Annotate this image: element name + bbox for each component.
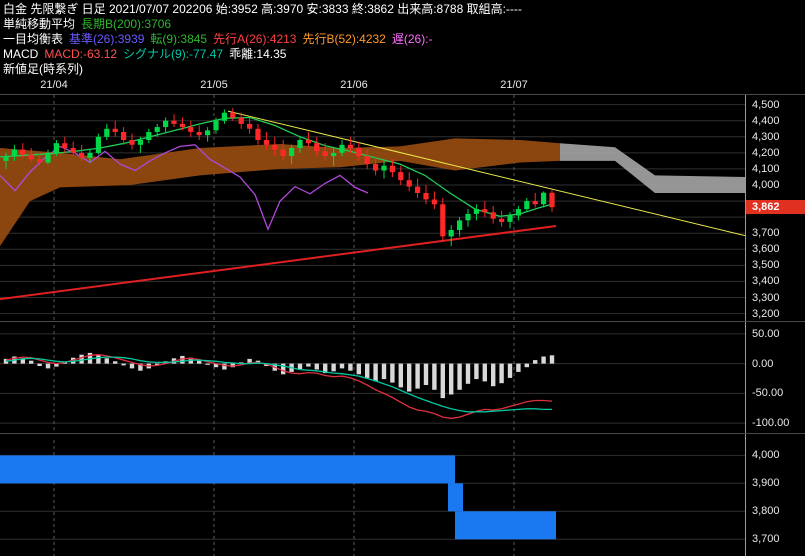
y-axis-label: 3,900: [752, 477, 780, 490]
time-axis: 21/04 21/05 21/06 21/07: [0, 78, 745, 94]
indicator-readout: 先行A(26):4213: [213, 32, 297, 46]
y-axis-label: 4,000: [752, 449, 780, 462]
sma-summary: 単純移動平均 長期B(200):3706: [0, 17, 805, 32]
indicator-readout: 一目均衡表: [3, 32, 64, 46]
y-axis-label: 0.00: [752, 357, 774, 370]
indicator-readout: MACD:-63.12: [44, 47, 118, 61]
y-axis-label: 3,700: [752, 227, 780, 240]
macd-chart[interactable]: [0, 325, 745, 432]
month-tick-label: 21/05: [200, 79, 228, 91]
y-axis-label: 3,800: [752, 505, 780, 518]
macd-panel[interactable]: [0, 325, 745, 432]
ichimoku-summary: 一目均衡表 基準(26):3939 転(9):3845 先行A(26):4213 先行B…: [0, 32, 805, 47]
y-axis-label: 3,400: [752, 275, 780, 288]
indicator-readout: 単純移動平均: [3, 17, 76, 31]
indicator-readout: 基準(26):3939: [69, 32, 145, 46]
month-tick-label: 21/06: [340, 79, 368, 91]
indicator-header: 白金 先限繋ぎ 日足 2021/07/07 202206 始:3952 高:39…: [0, 2, 805, 77]
y-axis-label: -100.00: [752, 417, 790, 430]
indicator-readout: 遅(26):-: [391, 32, 433, 46]
candlestick-chart[interactable]: [0, 95, 745, 320]
month-tick-label: 21/07: [500, 79, 528, 91]
shinne-label: 新値足(時系列): [3, 62, 83, 76]
y-axis-label: 3,700: [752, 533, 780, 546]
indicator-readout: 転(9):3845: [150, 32, 208, 46]
current-price-badge: 3,862: [746, 200, 805, 214]
y-axis-label: 3,300: [752, 291, 780, 304]
indicator-readout: 乖離:14.35: [229, 47, 287, 61]
y-axis-label: 3,500: [752, 259, 780, 272]
instrument-summary: 白金 先限繋ぎ 日足 2021/07/07 202206 始:3952 高:39…: [3, 2, 522, 16]
y-axis-label: 4,000: [752, 179, 780, 191]
indicator-readout: 先行B(52):4232: [302, 32, 386, 46]
y-axis-label: 3,600: [752, 243, 780, 256]
price-axis: 4,500 4,400 4,300 4,200 4,100 4,000 3,700 3,600…: [746, 95, 805, 320]
axis-separator: [745, 94, 746, 556]
y-axis-label: 4,200: [752, 146, 780, 159]
y-axis-label: 4,100: [752, 162, 780, 175]
y-axis-label: 3,200: [752, 307, 780, 320]
indicator-readout: シグナル(9):-77.47: [123, 47, 224, 61]
price-chart-panel[interactable]: [0, 95, 745, 320]
y-axis-label: 4,400: [752, 114, 780, 127]
y-axis-label: -50.00: [752, 387, 784, 400]
indicator-readout: MACD: [3, 47, 39, 61]
month-tick-label: 21/04: [40, 79, 68, 91]
macd-summary: MACD MACD:-63.12 シグナル(9):-77.47 乖離:14.35: [0, 47, 805, 62]
shinne-chart[interactable]: [0, 440, 745, 556]
macd-axis: 50.00 0.00 -50.00 -100.00: [746, 325, 805, 432]
y-axis-label: 50.00: [752, 327, 780, 340]
shinne-panel[interactable]: [0, 440, 745, 556]
shinne-axis: 4,000 3,900 3,800 3,700: [746, 440, 805, 556]
indicator-readout: 長期B(200):3706: [81, 17, 172, 31]
panel-separator: [0, 321, 805, 322]
y-axis-label: 4,500: [752, 98, 780, 111]
panel-separator: [0, 94, 805, 95]
y-axis-label: 4,300: [752, 130, 780, 143]
panel-separator: [0, 433, 805, 434]
